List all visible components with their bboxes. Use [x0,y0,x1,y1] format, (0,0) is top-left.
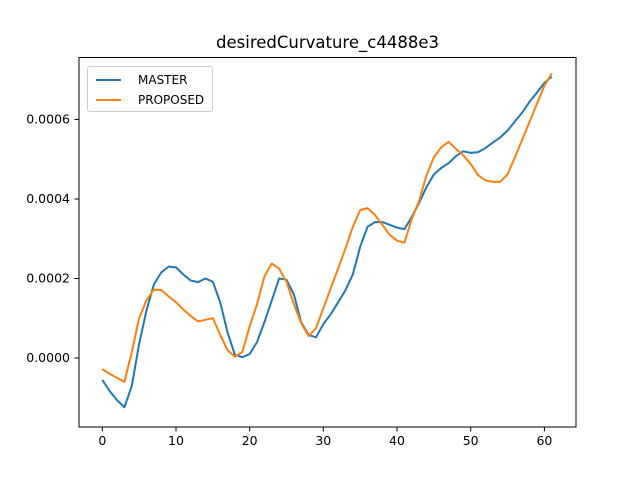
x-tick-label: 10 [168,433,184,448]
x-tick-label: 30 [315,433,331,448]
y-tick-label: 0.0004 [26,191,70,206]
y-tick-label: 0.0000 [26,350,70,365]
legend-row-proposed: PROPOSED [88,90,212,110]
proposed-line-swatch [96,99,121,101]
series-line-proposed [101,72,553,383]
x-tick-label: 60 [536,433,552,448]
legend-label-proposed: PROPOSED [138,93,205,107]
x-tick-label: 0 [98,433,106,448]
legend-row-master: MASTER [88,70,212,90]
y-tick-label: 0.0002 [26,271,70,286]
x-tick-label: 20 [242,433,258,448]
series-line-master [101,75,553,409]
x-tick-label: 50 [463,433,479,448]
legend-label-master: MASTER [138,73,188,87]
master-line-swatch [96,79,121,81]
x-tick-label: 40 [389,433,405,448]
y-tick-label: 0.0006 [26,112,70,127]
plot-border [78,57,577,428]
legend: MASTER PROPOSED [87,66,213,112]
chart-title: desiredCurvature_c4488e3 [216,33,439,52]
